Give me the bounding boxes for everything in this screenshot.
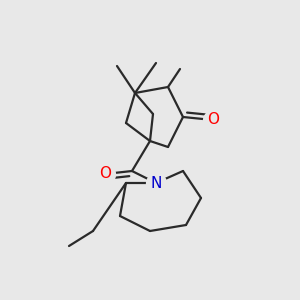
Text: N: N [150, 176, 162, 190]
Text: O: O [207, 112, 219, 128]
Text: O: O [99, 167, 111, 182]
